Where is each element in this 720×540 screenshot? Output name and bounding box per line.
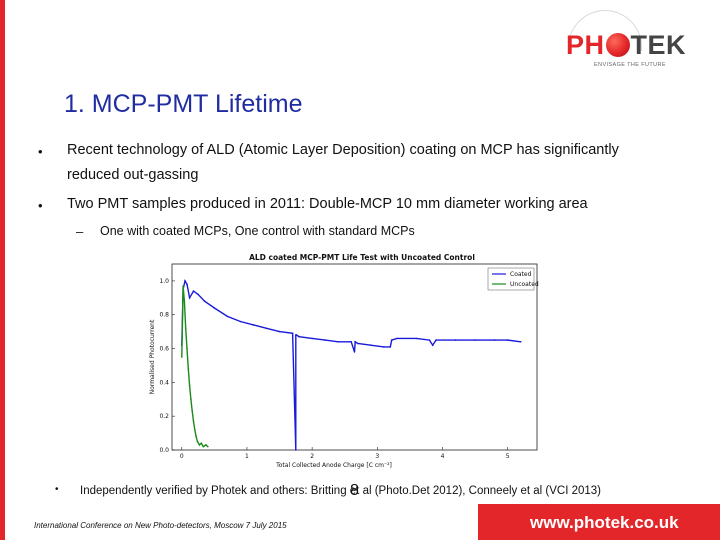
x-tick-label: 1: [245, 453, 249, 460]
x-tick-label: 3: [375, 453, 379, 460]
bullet-2-line-1: Two PMT samples produced in 2011: Double…: [67, 196, 588, 212]
data-point-uncoated: [200, 442, 203, 444]
y-tick-label: 1.0: [159, 278, 169, 285]
page-number: 8: [350, 482, 359, 499]
data-point-coated: [428, 339, 431, 341]
photek-logo: PH TEK ENVISAGE THE FUTURE: [566, 10, 696, 70]
data-point-coated: [213, 307, 216, 309]
data-point-coated: [184, 280, 186, 282]
sub-bullet-marker: –: [76, 224, 84, 239]
data-point-coated: [519, 341, 522, 343]
left-accent-bar: [0, 0, 5, 540]
plot-area: [171, 263, 538, 451]
data-point-coated: [354, 341, 356, 343]
data-point-coated: [192, 290, 195, 292]
data-point-coated: [252, 324, 255, 326]
chart-series: [181, 279, 522, 451]
y-tick-label: 0.0: [159, 447, 169, 454]
data-point-coated: [291, 332, 294, 335]
conference-footer: International Conference on New Photo-de…: [34, 521, 287, 530]
data-point-coated: [203, 300, 206, 302]
y-tick-label: 0.6: [159, 346, 169, 353]
logo-tagline: ENVISAGE THE FUTURE: [594, 62, 666, 68]
data-point-coated: [435, 339, 437, 341]
logo-wordmark: PH TEK: [566, 30, 687, 60]
data-point-uncoated: [205, 444, 207, 446]
data-point-uncoated: [192, 420, 195, 423]
data-point-coated: [295, 449, 297, 451]
data-point-uncoated: [191, 410, 193, 412]
data-point-coated: [357, 342, 359, 345]
logo-ball-icon: [605, 33, 630, 57]
legend-label-uncoated: Uncoated: [510, 281, 539, 288]
x-tick-label: 2: [310, 453, 314, 460]
data-point-coated: [493, 339, 496, 341]
data-point-coated: [239, 320, 242, 323]
y-tick-label: 0.8: [159, 312, 169, 319]
website-link[interactable]: www.photek.co.uk: [530, 513, 679, 532]
data-point-uncoated: [182, 285, 184, 287]
data-point-uncoated: [187, 368, 190, 370]
y-tick-label: 0.2: [159, 413, 169, 420]
data-point-coated: [226, 315, 229, 318]
data-point-coated: [337, 341, 339, 343]
bullet-marker: •: [38, 198, 43, 213]
data-point-uncoated: [207, 445, 209, 448]
bullet-1-line-2: reduced out-gassing: [67, 167, 199, 183]
data-point-uncoated: [196, 440, 199, 443]
legend-label-coated: Coated: [510, 271, 532, 278]
data-point-uncoated: [198, 444, 201, 446]
data-point-uncoated: [195, 435, 197, 438]
chart-ticks: 0 1 2 3 4 5 0.0 0.2 0.4 0.6 0.8 1.0: [159, 278, 509, 460]
data-point-coated: [474, 339, 476, 341]
bullet-marker: •: [38, 144, 43, 159]
x-tick-label: 4: [441, 453, 445, 460]
y-axis-label: Normalised Photocurrent: [149, 319, 156, 394]
x-tick-label: 0: [180, 453, 184, 460]
data-point-coated: [350, 341, 352, 343]
data-point-uncoated: [188, 384, 191, 387]
data-point-coated: [396, 337, 398, 340]
data-point-coated: [383, 346, 385, 348]
x-tick-label: 5: [506, 453, 510, 460]
data-point-coated: [370, 344, 372, 346]
data-point-coated: [415, 337, 418, 340]
data-point-uncoated: [202, 445, 205, 448]
data-point-coated: [298, 335, 300, 338]
data-point-coated: [431, 344, 434, 346]
data-point-uncoated: [184, 327, 187, 330]
data-point-uncoated: [190, 398, 192, 401]
data-point-coated: [324, 339, 326, 341]
data-point-coated: [295, 334, 298, 336]
data-point-coated: [390, 339, 393, 341]
y-tick-label: 0.4: [159, 379, 169, 386]
data-point-uncoated: [183, 300, 186, 302]
data-point-coated: [186, 283, 188, 286]
data-point-coated: [454, 339, 457, 341]
data-point-coated: [389, 346, 392, 348]
data-point-coated: [265, 327, 268, 330]
data-point-uncoated: [194, 428, 196, 431]
series-line-coated: [181, 279, 521, 451]
data-point-coated: [506, 339, 509, 341]
data-point-coated: [197, 293, 199, 296]
sub-bullet-text: One with coated MCPs, One control with s…: [100, 224, 415, 238]
verification-note: Independently verified by Photek and oth…: [80, 485, 602, 497]
website-banner: www.photek.co.uk: [478, 504, 720, 540]
data-point-coated: [278, 330, 281, 333]
data-point-uncoated: [186, 347, 188, 350]
x-axis-label: Total Collected Anode Charge [C cm⁻²]: [275, 462, 392, 469]
chart-title: ALD coated MCP-PMT Life Test with Uncoat…: [249, 253, 475, 262]
life-test-chart: ALD coated MCP-PMT Life Test with Uncoat…: [149, 253, 539, 469]
data-point-uncoated: [181, 356, 183, 358]
chart-legend: Coated Uncoated: [487, 267, 539, 291]
bullet-1-line-1: Recent technology of ALD (Atomic Layer D…: [67, 142, 619, 158]
note-marker: •: [55, 484, 59, 495]
data-point-coated: [353, 351, 356, 353]
data-point-coated: [188, 297, 191, 299]
slide-title: 1. MCP-PMT Lifetime: [64, 90, 303, 118]
data-point-coated: [311, 337, 313, 340]
